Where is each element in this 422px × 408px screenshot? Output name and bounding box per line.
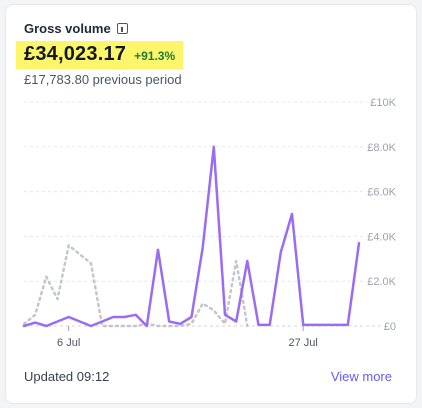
- y-tick-label: £0: [384, 321, 396, 333]
- amount-highlight: £34,023.17 +91.3%: [16, 41, 184, 69]
- y-tick-label: £6.0K: [367, 187, 396, 199]
- previous-period-text: £17,783.80 previous period: [24, 72, 182, 87]
- previous-period-line: [22, 244, 249, 328]
- gross-volume-card: Gross volume £34,023.17 +91.3% £17,783.8…: [5, 4, 417, 404]
- gross-amount: £34,023.17: [24, 43, 127, 65]
- x-tick-label: 27 Jul: [288, 337, 317, 349]
- y-tick-label: £2.0K: [367, 276, 396, 288]
- x-tick-label: 6 Jul: [57, 337, 80, 349]
- card-title: Gross volume: [24, 21, 111, 36]
- y-tick-label-bg: [364, 141, 400, 154]
- y-tick-label-bg: [380, 321, 399, 333]
- gross-volume-chart: £0 £2.0K £4.0K £6.0K £8.0K £10K 6 Jul 27 Jul: [22, 97, 400, 349]
- y-tick-label-bg: [367, 97, 400, 109]
- y-tick-label-bg: [364, 276, 400, 289]
- y-tick-label: £8.0K: [367, 142, 396, 154]
- view-more-link[interactable]: View more: [330, 369, 392, 384]
- y-tick-label: £10K: [370, 97, 396, 109]
- current-period-line: [22, 145, 361, 328]
- y-tick-label: £4.0K: [367, 231, 396, 243]
- y-tick-label-bg: [364, 231, 400, 244]
- updated-time: Updated 09:12: [24, 369, 110, 384]
- title-row: Gross volume: [24, 21, 128, 36]
- info-icon[interactable]: [116, 23, 128, 34]
- change-badge: +91.3%: [134, 49, 176, 63]
- y-tick-label-bg: [364, 186, 400, 199]
